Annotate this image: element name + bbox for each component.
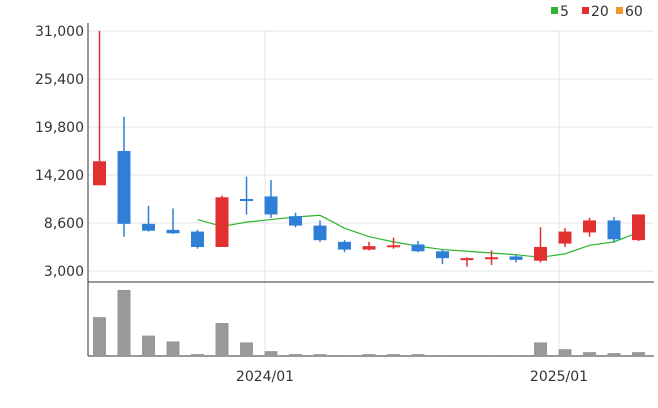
candle-body-up (93, 161, 106, 186)
price-tick-label: 14,200 (35, 168, 84, 184)
volume-bars (93, 289, 645, 356)
legend: 5 20 60 (551, 4, 643, 20)
date-tick-label: 2025/01 (530, 369, 588, 385)
candle-body-down (338, 241, 351, 250)
volume-bar (240, 342, 253, 356)
candle-body-down (607, 220, 621, 240)
volume-bar (93, 317, 106, 356)
candle-body-up (583, 220, 596, 233)
candle-body-down (142, 223, 155, 231)
volume-bar (509, 355, 523, 356)
candle-body-up (534, 247, 547, 261)
candle-body-up (485, 257, 498, 260)
volume-bar (191, 354, 204, 356)
volume-bar (142, 335, 155, 356)
price-tick-label: 8,600 (44, 216, 84, 232)
volume-bar (485, 355, 498, 356)
candle-body-up (362, 246, 376, 250)
volume-bar (313, 354, 327, 356)
volume-bar (117, 289, 131, 356)
candle-body-down (436, 251, 449, 259)
volume-bar (289, 354, 302, 356)
chart-grid (88, 30, 654, 356)
candle-body-down (166, 229, 180, 234)
legend-label-ma5: 5 (560, 4, 569, 20)
candle-body-down (117, 151, 131, 224)
volume-bar (387, 354, 400, 356)
candle-body-down (289, 216, 302, 226)
volume-bar (338, 355, 351, 356)
volume-bar (166, 341, 180, 356)
candle-body-down (509, 256, 523, 260)
volume-bar (436, 355, 449, 356)
candle-body-up (558, 231, 572, 244)
volume-bar (583, 352, 596, 356)
legend-swatch-ma60 (616, 7, 623, 14)
price-tick-label: 31,000 (35, 24, 84, 40)
price-tick-label: 3,000 (44, 264, 84, 280)
legend-label-ma60: 60 (625, 4, 643, 20)
candle-body-up (460, 258, 474, 261)
candle-body-down (313, 225, 327, 241)
volume-bar (558, 349, 572, 356)
date-axis: 2024/01 2025/01 (236, 369, 588, 385)
volume-bar (264, 351, 278, 356)
price-tick-label: 19,800 (35, 120, 84, 136)
legend-label-ma20: 20 (591, 4, 609, 20)
candle-body-down (191, 231, 204, 247)
candle-body-up (387, 245, 400, 248)
volume-bar (607, 353, 621, 356)
volume-bar (534, 342, 547, 356)
candle-body-down (264, 196, 278, 215)
price-tick-label: 25,400 (35, 72, 84, 88)
date-tick-label: 2024/01 (236, 369, 294, 385)
volume-bar (411, 354, 425, 356)
candlesticks (93, 31, 645, 267)
candle-body-down (411, 244, 425, 252)
candle-body-up (215, 197, 229, 247)
legend-swatch-ma5 (551, 7, 558, 14)
candle-body-up (632, 214, 645, 241)
candle-body-down (240, 199, 253, 201)
legend-swatch-ma20 (582, 7, 589, 14)
volume-bar (632, 352, 645, 356)
volume-bar (215, 322, 229, 356)
price-axis: 31,000 25,400 19,800 14,200 8,600 3,000 (35, 23, 654, 357)
volume-bar (362, 354, 376, 356)
